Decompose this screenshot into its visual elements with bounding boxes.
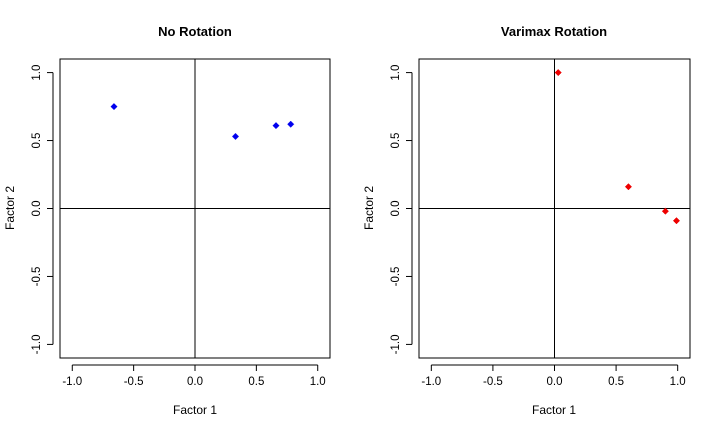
y-axis-label: Factor 2 [362, 186, 376, 230]
x-tick-label: 0.5 [248, 376, 264, 388]
x-tick-label: 1.0 [670, 376, 686, 388]
y-tick-label: -0.5 [31, 267, 43, 287]
x-axis-label: Factor 1 [173, 403, 217, 417]
data-point [661, 207, 669, 215]
x-tick-label: 0.0 [187, 376, 203, 388]
x-tick-label: -0.5 [124, 376, 144, 388]
y-tick-label: 0.5 [31, 133, 43, 149]
x-tick-label: -1.0 [421, 376, 441, 388]
data-point [287, 120, 295, 128]
y-tick-label: -1.0 [390, 334, 402, 354]
data-point [672, 217, 681, 225]
data-point [231, 132, 240, 141]
y-tick-label: 0.0 [31, 201, 43, 217]
x-tick-label: 0.0 [547, 376, 563, 388]
y-tick-label: 0.0 [390, 201, 402, 217]
x-axis-label: Factor 1 [532, 403, 576, 417]
y-tick-label: 1.0 [390, 65, 402, 81]
chart-title: Varimax Rotation [501, 24, 607, 39]
x-tick-label: 0.5 [608, 376, 624, 388]
data-point [554, 69, 562, 77]
x-tick-label: 1.0 [310, 376, 326, 388]
x-tick-label: -0.5 [483, 376, 503, 388]
data-point [272, 122, 280, 130]
y-tick-label: -1.0 [31, 334, 43, 354]
x-tick-label: -1.0 [62, 376, 82, 388]
y-tick-label: 0.5 [390, 133, 402, 149]
data-point [110, 103, 118, 111]
data-point [624, 183, 632, 191]
y-tick-label: -0.5 [390, 267, 402, 287]
chart-title: No Rotation [158, 24, 232, 39]
y-tick-label: 1.0 [31, 65, 43, 81]
y-axis-label: Factor 2 [3, 186, 17, 230]
